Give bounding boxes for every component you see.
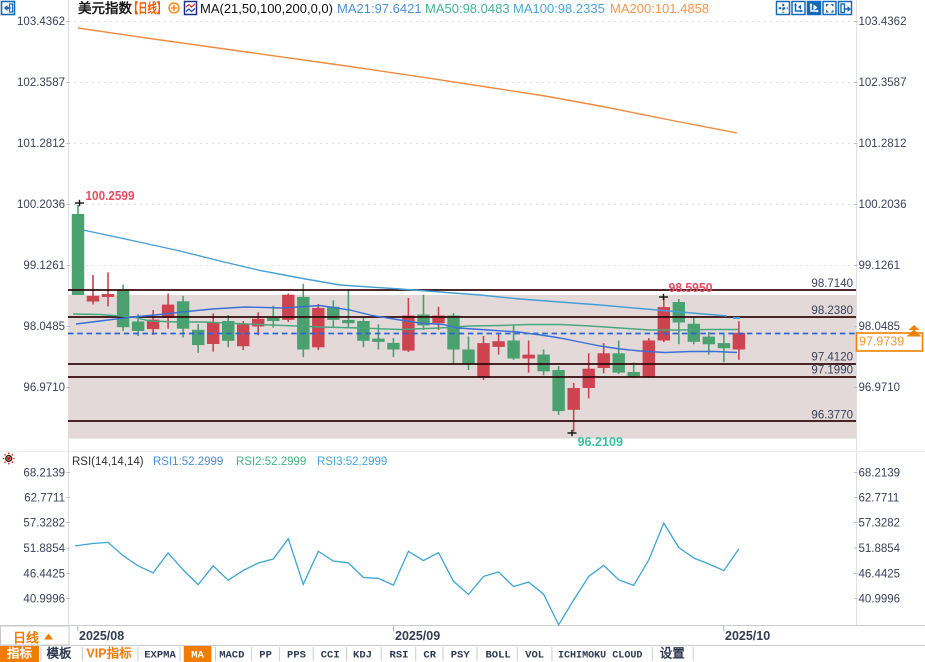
svg-text:98.5950: 98.5950 [669, 280, 713, 295]
svg-text:57.3282: 57.3282 [859, 518, 901, 530]
svg-text:RSI: RSI [390, 650, 409, 662]
svg-text:美元指数: 美元指数 [78, 0, 132, 16]
svg-text:46.4425: 46.4425 [859, 569, 901, 581]
svg-text:RSI3:52.2999: RSI3:52.2999 [317, 456, 387, 468]
svg-text:102.3587: 102.3587 [859, 77, 907, 89]
svg-text:40.9996: 40.9996 [859, 594, 901, 606]
svg-text:MA(21,50,100,200,0,0): MA(21,50,100,200,0,0) [200, 1, 333, 16]
svg-text:99.1261: 99.1261 [23, 260, 65, 272]
svg-text:BOLL: BOLL [485, 650, 510, 662]
svg-text:2025/08: 2025/08 [79, 629, 124, 643]
svg-text:KDJ: KDJ [353, 650, 372, 662]
svg-text:51.8854: 51.8854 [859, 543, 901, 555]
svg-text:102.3587: 102.3587 [17, 77, 65, 89]
svg-text:101.2812: 101.2812 [17, 138, 65, 150]
svg-text:RSI1:52.2999: RSI1:52.2999 [153, 456, 223, 468]
svg-text:100.2599: 100.2599 [86, 188, 135, 203]
svg-text:96.3770: 96.3770 [811, 410, 853, 422]
svg-text:97.1990: 97.1990 [811, 365, 853, 377]
svg-text:CR: CR [423, 650, 436, 662]
svg-text:103.4362: 103.4362 [859, 16, 907, 28]
svg-text:日线: 日线 [13, 631, 39, 646]
svg-text:100.2036: 100.2036 [859, 199, 907, 211]
svg-text:2025/10: 2025/10 [725, 629, 770, 643]
svg-text:96.9710: 96.9710 [23, 382, 65, 394]
svg-text:96.2109: 96.2109 [578, 434, 624, 449]
svg-text:RSI(14,14,14): RSI(14,14,14) [72, 456, 144, 468]
svg-text:PP: PP [259, 650, 272, 662]
svg-text:51.8854: 51.8854 [23, 543, 65, 555]
svg-text:97.4120: 97.4120 [811, 352, 853, 364]
svg-text:PPS: PPS [287, 650, 306, 662]
svg-text:98.2380: 98.2380 [811, 305, 853, 317]
svg-text:MA200:101.4858: MA200:101.4858 [610, 1, 709, 16]
svg-text:96.9710: 96.9710 [859, 382, 901, 394]
svg-text:指标: 指标 [7, 646, 33, 661]
svg-text:EXPMA: EXPMA [144, 650, 176, 662]
svg-text:98.7140: 98.7140 [811, 278, 853, 290]
svg-text:97.9739: 97.9739 [859, 335, 904, 349]
svg-text:【日线】: 【日线】 [129, 0, 166, 16]
svg-text:103.4362: 103.4362 [17, 16, 65, 28]
svg-text:VIP指标: VIP指标 [86, 646, 132, 661]
svg-text:98.0485: 98.0485 [859, 321, 901, 333]
svg-text:MA50:98.0483: MA50:98.0483 [425, 1, 510, 16]
svg-text:MA21:97.6421: MA21:97.6421 [337, 1, 422, 16]
svg-text:68.2139: 68.2139 [23, 468, 65, 480]
svg-text:100.2036: 100.2036 [17, 199, 65, 211]
svg-text:PSY: PSY [451, 650, 471, 662]
svg-text:VOL: VOL [525, 650, 544, 662]
svg-text:40.9996: 40.9996 [23, 594, 65, 606]
svg-text:62.7711: 62.7711 [24, 493, 65, 505]
svg-text:设置: 设置 [660, 646, 686, 661]
svg-text:ICHIMOKU CLOUD: ICHIMOKU CLOUD [558, 650, 643, 662]
svg-text:模板: 模板 [46, 646, 72, 661]
svg-text:RSI2:52.2999: RSI2:52.2999 [236, 456, 306, 468]
svg-text:MACD: MACD [219, 650, 244, 662]
svg-text:62.7711: 62.7711 [859, 493, 900, 505]
svg-text:57.3282: 57.3282 [23, 518, 65, 530]
svg-text:99.1261: 99.1261 [859, 260, 901, 272]
svg-text:MA: MA [191, 650, 204, 662]
svg-text:2025/09: 2025/09 [395, 629, 440, 643]
svg-text:CCI: CCI [321, 650, 340, 662]
svg-text:MA100:98.2335: MA100:98.2335 [513, 1, 605, 16]
svg-text:98.0485: 98.0485 [23, 321, 65, 333]
svg-text:68.2139: 68.2139 [859, 468, 901, 480]
svg-text:46.4425: 46.4425 [23, 569, 65, 581]
svg-text:101.2812: 101.2812 [859, 138, 907, 150]
